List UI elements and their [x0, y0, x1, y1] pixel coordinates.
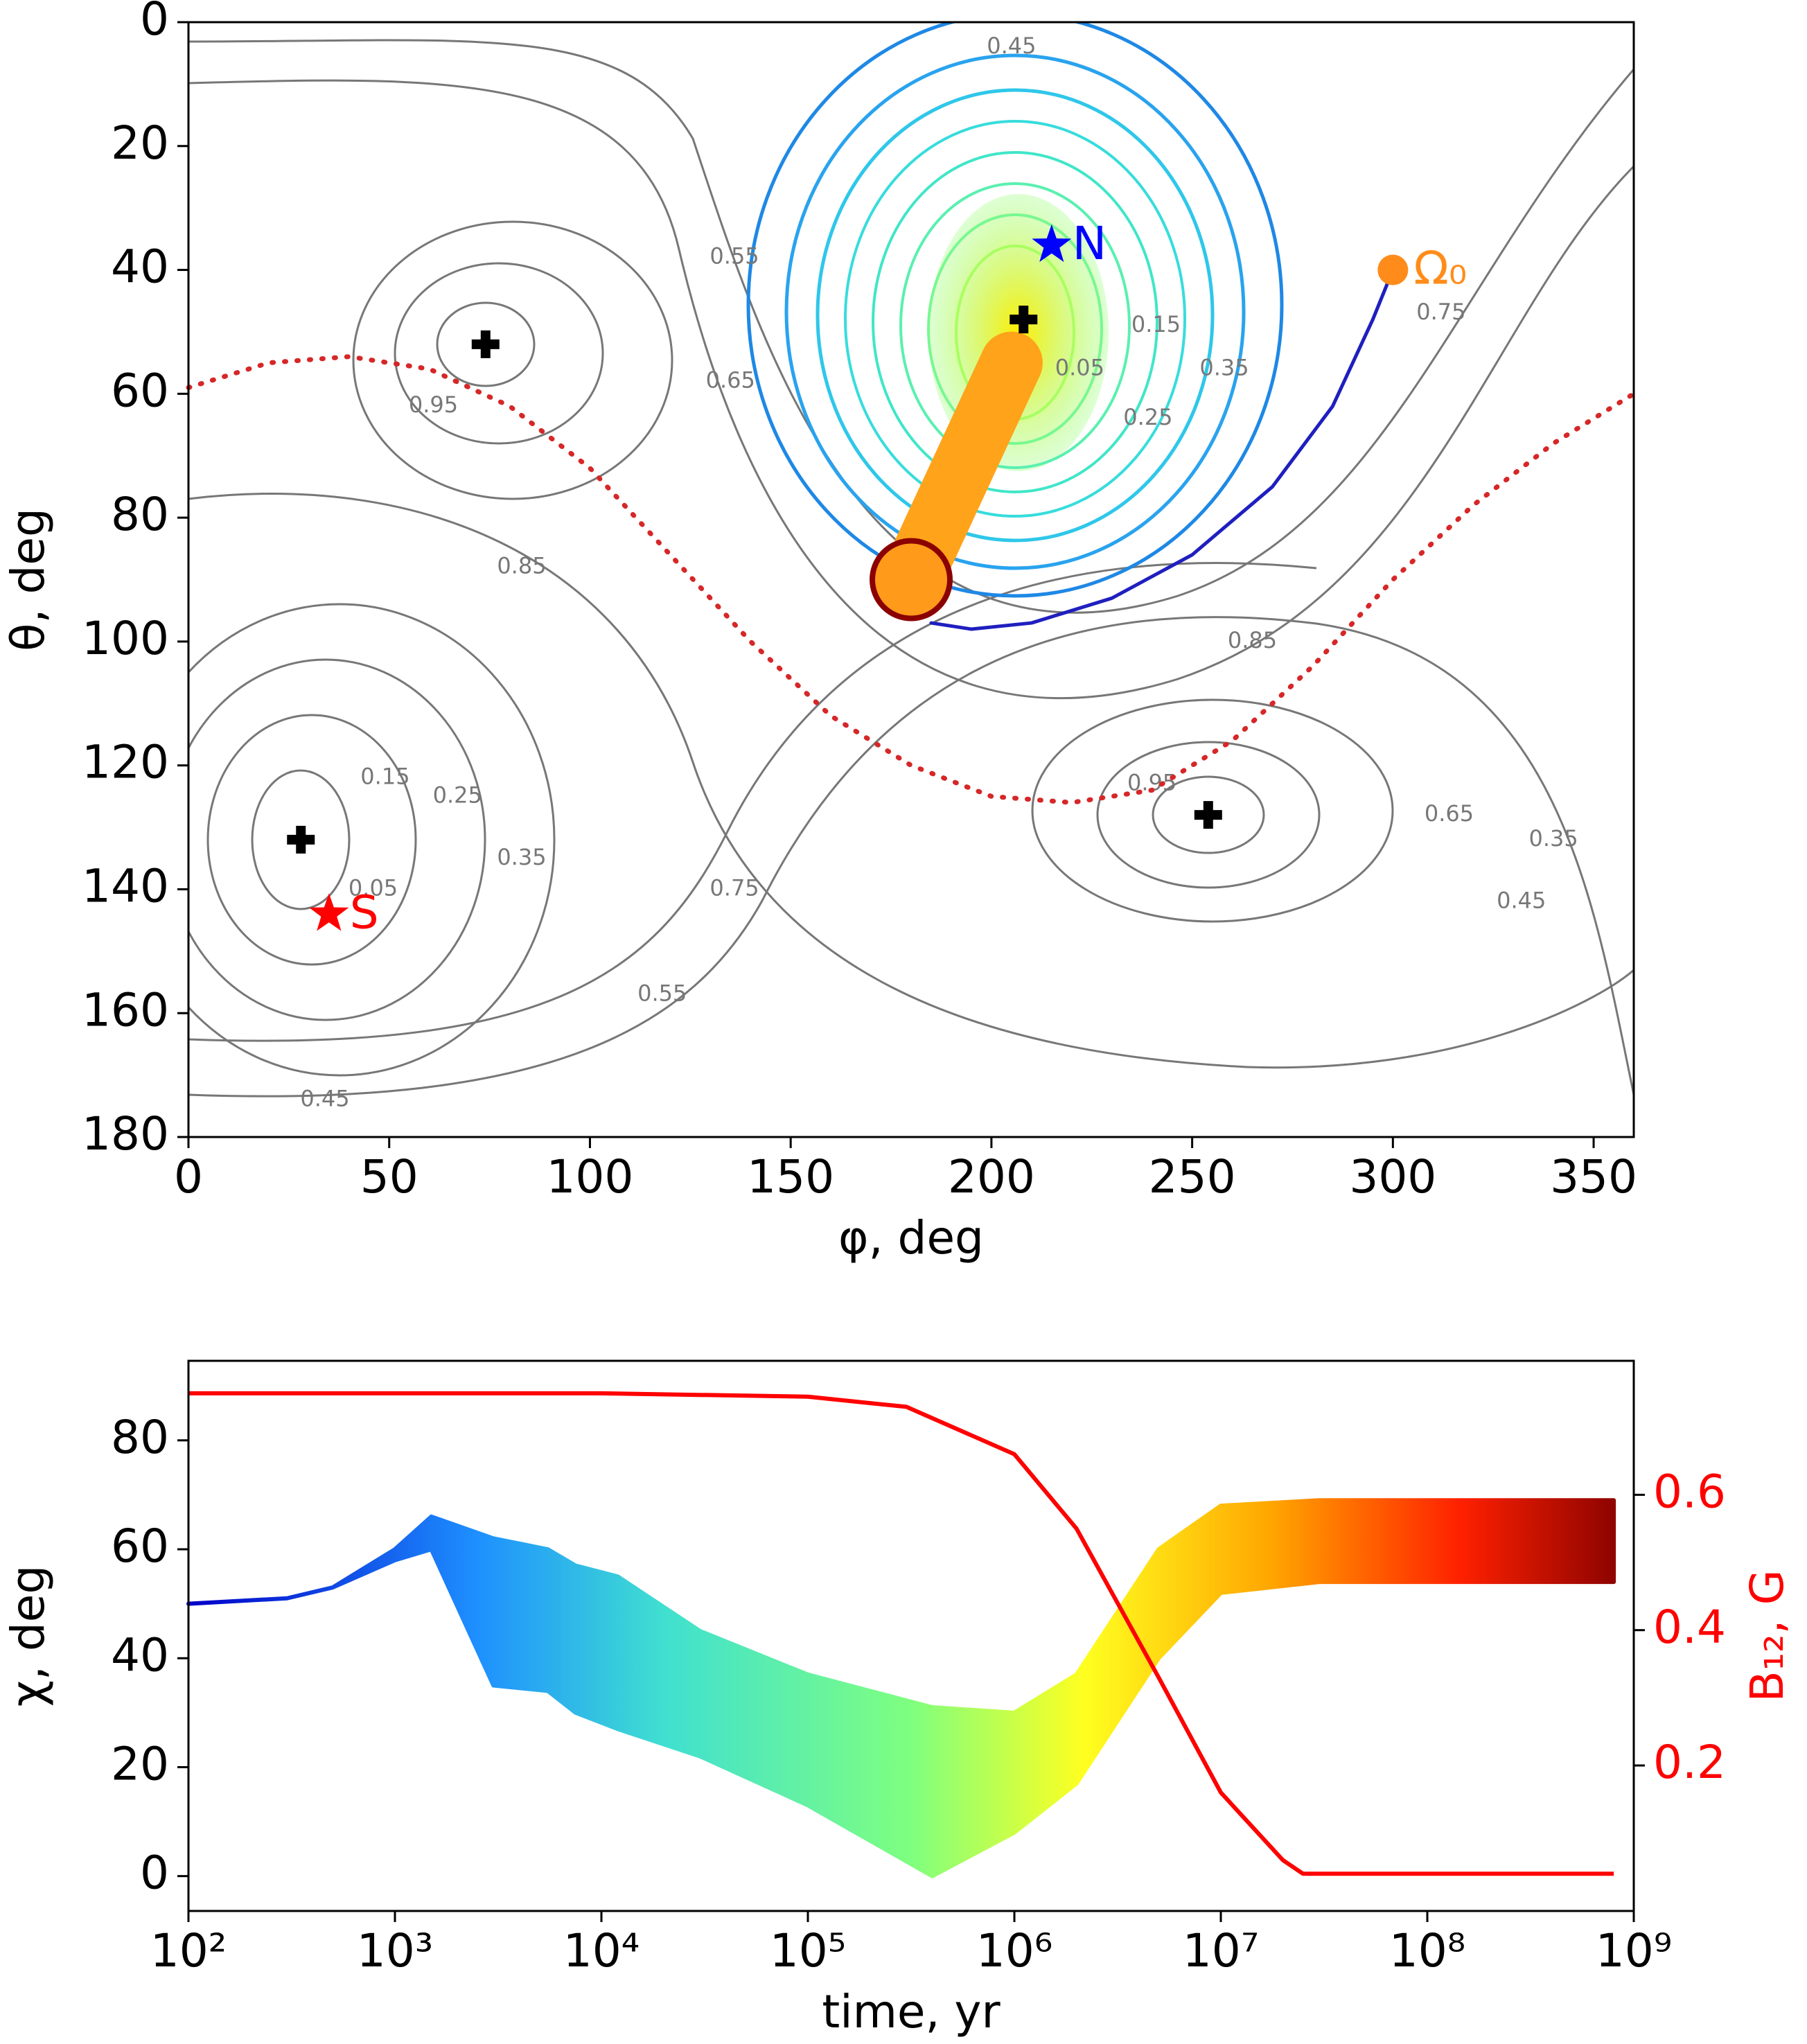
y2-tick-label: 0.4: [1653, 1601, 1726, 1654]
contour-label: 0.35: [1199, 355, 1249, 381]
y-tick-label: 40: [111, 240, 169, 294]
y-tick-label: 80: [111, 1411, 169, 1464]
contour-label: 0.55: [637, 980, 687, 1006]
y-tick-label: 140: [82, 860, 169, 913]
marker-label: S: [350, 886, 379, 939]
contour-label: 0.55: [709, 243, 759, 270]
contour-label: 0.25: [1123, 404, 1172, 430]
plot-frame: [187, 1359, 1635, 1912]
marker-label: N: [1073, 217, 1107, 270]
x-tick-label: 10²: [150, 1924, 227, 1977]
contour-label: 0.05: [1055, 355, 1104, 381]
marker-circle: [1377, 254, 1409, 285]
y-tick-label: 80: [111, 488, 169, 541]
y2-tick-label: 0.6: [1653, 1465, 1726, 1518]
y-axis-label: χ, deg: [1, 1565, 55, 1707]
contour-label: 0.65: [706, 367, 755, 393]
saddle-point: [471, 330, 500, 358]
y-tick-label: 100: [82, 612, 169, 665]
series-line: [929, 268, 1395, 631]
marker-star: [309, 893, 349, 931]
y-tick-label: 20: [111, 116, 169, 170]
x-tick-label: 0: [174, 1150, 203, 1204]
end-point: [870, 538, 953, 622]
x-tick-label: 250: [1149, 1150, 1236, 1204]
x-tick-label: 10³: [357, 1924, 433, 1977]
contour-label: 0.45: [1497, 887, 1546, 913]
contour-label: 0.15: [1131, 311, 1181, 337]
contour-label: 0.85: [1228, 627, 1277, 653]
y-tick-label: 20: [111, 1738, 169, 1791]
contour-label: 0.35: [497, 844, 546, 870]
x-tick-label: 50: [360, 1150, 418, 1204]
x-axis-label: time, yr: [822, 1985, 1001, 2038]
y-tick-label: 120: [82, 736, 169, 789]
series-line: [188, 1391, 1614, 1876]
y-tick-label: 40: [111, 1628, 169, 1682]
y2-tick-label: 0.2: [1653, 1736, 1726, 1789]
chi-band: [186, 1498, 1616, 1878]
x-tick-label: 100: [546, 1150, 633, 1204]
contour-label: 0.45: [987, 33, 1036, 59]
field-lines: [188, 22, 1634, 1098]
x-tick-label: 10⁶: [976, 1924, 1052, 1977]
plot-frame: [187, 21, 1635, 1138]
contour-label: 0.75: [709, 874, 759, 901]
y-tick-label: 60: [111, 1519, 169, 1573]
y-tick-label: 160: [82, 983, 169, 1037]
contour-label: 0.75: [1416, 299, 1465, 325]
contour-label: 0.85: [497, 553, 546, 579]
y-tick-label: 60: [111, 364, 169, 417]
x-tick-label: 10⁷: [1183, 1924, 1259, 1977]
saddle-point: [287, 825, 315, 854]
x-tick-label: 10⁹: [1596, 1924, 1672, 1977]
contour-label: 0.15: [360, 764, 409, 790]
contour-label: 0.25: [433, 782, 482, 808]
saddle-point: [1010, 306, 1038, 334]
y2-axis-label: B₁₂, G: [1740, 1569, 1794, 1702]
marker-star: [1032, 224, 1072, 263]
x-tick-label: 10⁴: [563, 1924, 640, 1977]
x-tick-label: 200: [948, 1150, 1035, 1204]
y-axis-label: θ, deg: [1, 508, 55, 651]
marker-label: Ω₀: [1413, 242, 1467, 295]
x-tick-label: 150: [747, 1150, 834, 1204]
x-tick-label: 350: [1550, 1150, 1637, 1204]
y-tick-label: 180: [82, 1107, 169, 1161]
x-tick-label: 10⁵: [770, 1924, 846, 1977]
x-tick-label: 10⁸: [1389, 1924, 1465, 1977]
y-tick-label: 0: [140, 1847, 169, 1900]
contour-label: 0.05: [349, 874, 398, 901]
contour-label: 0.45: [300, 1085, 349, 1111]
x-tick-label: 300: [1349, 1150, 1436, 1204]
series-line: [186, 354, 1637, 805]
contour-label: 0.95: [409, 391, 458, 418]
contour-label: 0.35: [1528, 825, 1578, 852]
y-tick-label: 0: [140, 0, 169, 46]
contour-label: 0.65: [1425, 800, 1474, 827]
saddle-point: [1194, 801, 1222, 829]
x-axis-label: φ, deg: [838, 1211, 984, 1265]
